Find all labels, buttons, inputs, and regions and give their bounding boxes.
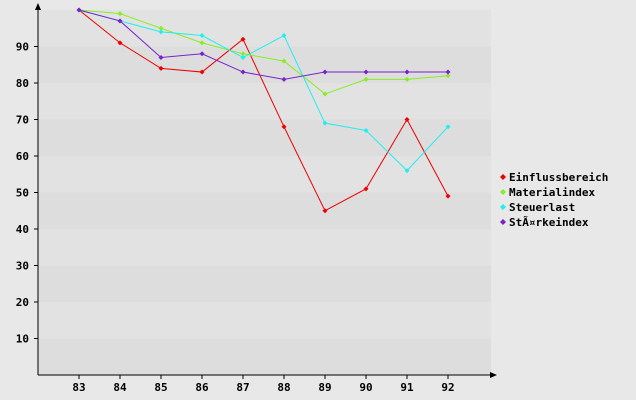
grid-band <box>38 156 491 193</box>
grid-band <box>38 10 491 47</box>
series-line <box>78 9 448 80</box>
data-point <box>199 69 205 75</box>
data-point <box>76 7 82 13</box>
data-point <box>117 40 123 46</box>
series-1 <box>76 7 451 97</box>
x-tick-label: 92 <box>441 381 454 394</box>
legend-marker <box>500 189 506 195</box>
data-point <box>322 69 328 75</box>
x-tick-label: 91 <box>400 381 414 394</box>
data-point <box>281 76 287 82</box>
y-tick-label: 50 <box>16 187 29 200</box>
data-point <box>404 69 410 75</box>
data-point <box>281 58 287 64</box>
grid-band <box>38 229 491 266</box>
grid-band <box>38 46 491 83</box>
data-point <box>445 69 451 75</box>
data-point <box>240 36 246 42</box>
series-group <box>76 7 451 214</box>
data-point <box>445 73 451 79</box>
grid-band <box>38 265 491 302</box>
legend-marker <box>500 219 506 225</box>
data-point <box>322 208 328 214</box>
legend-label: Materialindex <box>509 186 595 199</box>
legend-label: Einflussbereich <box>509 171 608 184</box>
data-point <box>404 76 410 82</box>
data-point <box>240 54 246 60</box>
y-tick-label: 80 <box>16 77 29 90</box>
y-tick-label: 60 <box>16 150 29 163</box>
legend-label: Steuerlast <box>509 201 575 214</box>
data-point <box>158 54 164 60</box>
data-point <box>199 51 205 57</box>
axes <box>35 3 497 378</box>
y-tick-label: 70 <box>16 114 29 127</box>
legend-marker <box>500 174 506 180</box>
grid-band <box>38 338 491 375</box>
x-tick-label: 89 <box>318 381 331 394</box>
y-axis-arrow <box>35 3 41 10</box>
data-point <box>363 69 369 75</box>
data-point <box>281 33 287 39</box>
data-point <box>445 193 451 199</box>
data-point <box>445 124 451 130</box>
legend-label: StÃ¤rkeindex <box>509 216 589 229</box>
y-tick-label: 90 <box>16 41 29 54</box>
x-tick-label: 90 <box>359 381 372 394</box>
grid-band <box>38 192 491 229</box>
data-point <box>281 124 287 130</box>
data-point <box>117 11 123 17</box>
grid-band <box>38 302 491 339</box>
data-point <box>322 120 328 126</box>
y-tick-label: 20 <box>16 296 29 309</box>
grid-band <box>38 119 491 156</box>
series-line <box>78 9 449 95</box>
y-tick-label: 40 <box>16 223 29 236</box>
x-tick-label: 83 <box>72 381 85 394</box>
series-line <box>78 9 449 212</box>
data-point <box>158 65 164 71</box>
x-tick-label: 85 <box>154 381 167 394</box>
data-point <box>322 91 328 97</box>
data-point <box>363 127 369 133</box>
legend-marker <box>500 204 506 210</box>
y-axis-ticks: 10 20 30 40 50 60 70 80 90 <box>16 41 38 346</box>
data-point <box>240 51 246 57</box>
x-axis-ticks: 83 84 85 86 87 88 89 90 91 92 <box>72 375 455 394</box>
y-tick-label: 30 <box>16 260 29 273</box>
x-axis-arrow <box>490 372 497 378</box>
x-tick-label: 84 <box>113 381 127 394</box>
data-point <box>404 117 410 122</box>
data-point <box>363 186 369 192</box>
x-tick-label: 87 <box>236 381 249 394</box>
data-point <box>199 40 205 46</box>
series-line <box>78 9 449 172</box>
x-tick-label: 88 <box>277 381 290 394</box>
data-point <box>199 33 205 39</box>
x-tick-label: 86 <box>195 381 209 394</box>
series-3 <box>76 7 451 82</box>
data-point <box>158 29 164 35</box>
data-point <box>363 76 369 82</box>
grid-band <box>38 83 491 120</box>
y-tick-label: 10 <box>16 333 29 346</box>
data-point <box>117 18 123 24</box>
data-point <box>158 25 164 31</box>
data-point <box>404 168 410 174</box>
grid-bands <box>38 10 491 375</box>
data-point <box>240 69 246 75</box>
legend: Einflussbereich Materialindex Steuerlast St… <box>500 171 608 229</box>
